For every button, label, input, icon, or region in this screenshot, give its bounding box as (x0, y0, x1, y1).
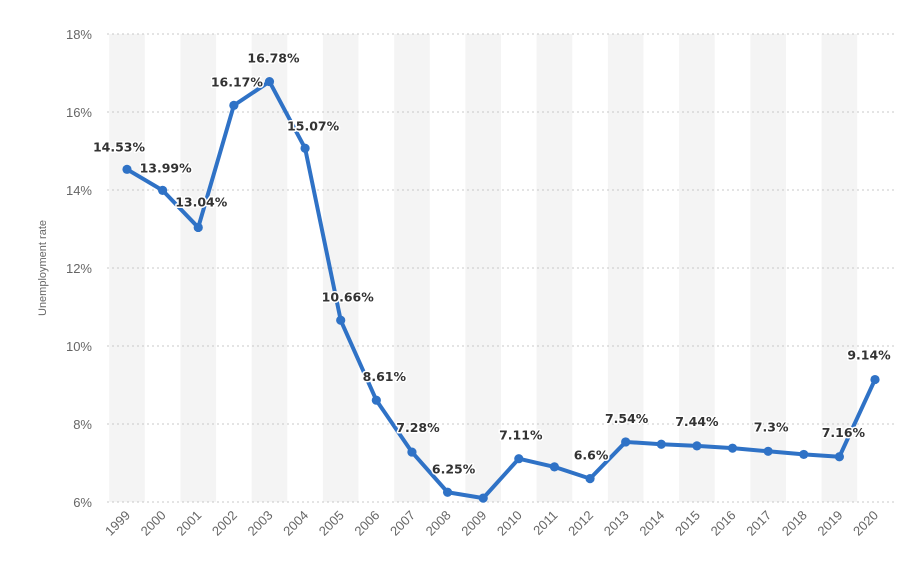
x-tick-label: 2016 (708, 508, 739, 539)
data-label-2015: 7.44% (675, 414, 719, 429)
data-point-2010[interactable] (514, 454, 524, 464)
data-label-2019: 7.16% (822, 425, 866, 440)
x-tick-label: 2013 (601, 508, 632, 539)
x-tick-label: 2000 (138, 508, 169, 539)
x-tick-label: 2004 (280, 508, 311, 539)
data-label-2012: 6.6% (574, 448, 609, 463)
data-point-2018[interactable] (799, 449, 809, 460)
x-tick-label: 2015 (672, 508, 703, 539)
x-tick-label: 2009 (458, 508, 489, 539)
x-axis-ticks: 1999 2000 2001 2002 2003 2004 2005 2006 2007 2008… (102, 508, 881, 539)
data-point-2017[interactable] (763, 446, 773, 456)
x-tick-label: 2005 (316, 508, 347, 539)
x-tick-label: 2018 (779, 508, 810, 539)
data-label-2008: 6.25% (432, 461, 476, 476)
data-point-2003[interactable] (264, 76, 275, 87)
series-group (122, 76, 880, 503)
x-tick-label: 2001 (173, 508, 204, 539)
data-labels: 14.53% 13.99% 13.04% 16.17% 16.78% 15.07% 10.6… (91, 49, 892, 478)
data-label-2006: 8.61% (363, 369, 407, 384)
data-point-2016[interactable] (727, 443, 738, 453)
data-point-2015[interactable] (692, 441, 702, 451)
data-label-2010: 7.11% (499, 428, 543, 443)
data-label-2013: 7.54% (605, 411, 649, 426)
y-tick-label: 8% (73, 417, 92, 432)
data-label-1999: 14.53% (93, 139, 146, 154)
x-tick-label: 2008 (423, 508, 454, 539)
data-label-2005: 10.66% (322, 289, 375, 304)
data-point-2006[interactable] (371, 395, 381, 405)
y-tick-label: 14% (66, 183, 92, 198)
y-tick-label: 6% (73, 495, 92, 510)
data-label-2020: 9.14% (847, 348, 891, 363)
data-point-2008[interactable] (442, 487, 453, 497)
data-point-2013[interactable] (621, 437, 631, 447)
y-tick-label: 12% (66, 261, 92, 276)
x-tick-label: 2002 (209, 508, 240, 539)
band-2015 (679, 34, 715, 502)
data-label-2017: 7.3% (754, 419, 789, 434)
x-tick-label: 2020 (850, 508, 881, 539)
data-point-1999[interactable] (122, 164, 132, 174)
data-point-2019[interactable] (834, 452, 844, 462)
data-point-2002[interactable] (229, 100, 239, 110)
data-label-2002: 16.17% (211, 74, 264, 89)
data-point-2012[interactable] (585, 474, 595, 484)
x-tick-label: 2014 (636, 508, 667, 539)
data-point-2001[interactable] (193, 222, 203, 233)
data-label-2003: 16.78% (247, 51, 300, 66)
x-tick-label: 2010 (494, 508, 525, 539)
data-label-2004: 15.07% (287, 118, 340, 133)
y-tick-label: 10% (66, 339, 92, 354)
data-point-2007[interactable] (407, 447, 417, 457)
y-tick-label: 18% (66, 27, 92, 42)
data-point-2009[interactable] (478, 493, 488, 503)
gridlines (107, 33, 895, 503)
data-point-2005[interactable] (336, 315, 346, 325)
y-axis-ticks: 6% 8% 10% 12% 14% 16% 18% (66, 27, 92, 510)
x-tick-label: 2003 (245, 508, 276, 539)
x-tick-label: 1999 (102, 508, 133, 539)
data-point-2011[interactable] (549, 462, 560, 472)
x-tick-label: 2006 (351, 508, 382, 539)
data-point-2000[interactable] (158, 185, 168, 195)
series-line (125, 79, 877, 501)
y-axis-label: Unemployment rate (37, 220, 49, 316)
x-tick-label: 2011 (530, 508, 560, 538)
data-point-2014[interactable] (656, 439, 666, 449)
data-label-2001: 13.04% (175, 194, 228, 209)
data-point-2020[interactable] (870, 374, 880, 385)
x-tick-label: 2007 (387, 508, 418, 539)
x-tick-label: 2012 (565, 508, 596, 539)
data-label-2007: 7.28% (396, 420, 440, 435)
x-tick-label: 2017 (743, 508, 774, 539)
data-label-2000: 13.99% (140, 160, 193, 175)
x-tick-label: 2019 (814, 508, 845, 539)
y-tick-label: 16% (66, 105, 92, 120)
data-point-2004[interactable] (300, 143, 310, 153)
